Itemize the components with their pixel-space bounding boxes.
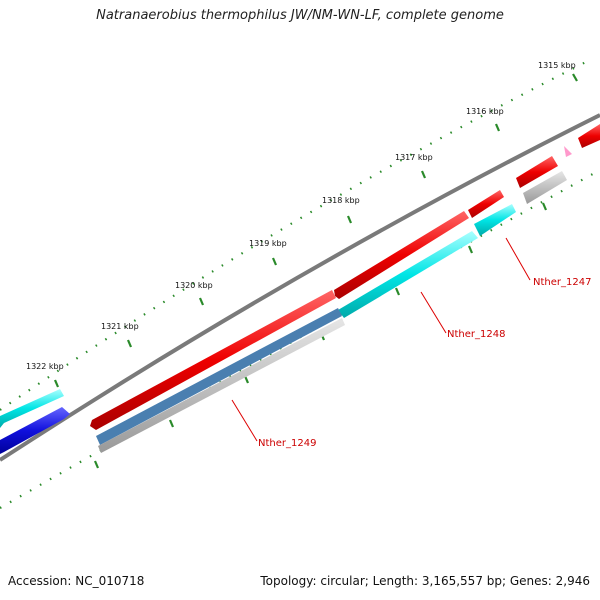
kbp-label-1322: 1322 kbp — [26, 362, 64, 371]
kbp-label-1315: 1315 kbp — [538, 61, 576, 70]
cds-feature-cyan-1248[interactable] — [338, 231, 478, 318]
label-leader-lines — [231, 237, 531, 442]
kbp-label-1317: 1317 kbp — [395, 153, 433, 162]
gene-label-nther-1249[interactable]: Nther_1249 — [258, 438, 316, 449]
kbp-label-1321: 1321 kbp — [101, 322, 139, 331]
feature-gray-1249[interactable] — [98, 318, 345, 453]
accession-label: Accession: NC_010718 — [8, 574, 145, 588]
cds-feature-blue-left[interactable] — [0, 407, 70, 454]
feature-steelblue-1249[interactable] — [96, 308, 342, 445]
cds-feature-cyan-1247[interactable] — [474, 204, 516, 236]
feature-pink-marker[interactable] — [564, 146, 572, 157]
map-title: Natranaerobius thermophilus JW/NM-WN-LF,… — [96, 8, 504, 23]
kbp-label-1318: 1318 kbp — [322, 196, 360, 205]
kbp-label-1320: 1320 kbp — [175, 281, 213, 290]
kbp-label-1319: 1319 kbp — [249, 239, 287, 248]
cds-feature-red-upper-2[interactable] — [516, 156, 558, 188]
cds-feature-red-upper-1[interactable] — [468, 190, 504, 218]
genome-backbone — [0, 113, 600, 462]
inner-tick-track — [0, 169, 600, 509]
cds-feature-cyan-left[interactable] — [0, 389, 64, 428]
outer-tick-track — [0, 59, 591, 411]
genome-summary: Topology: circular; Length: 3,165,557 bp… — [260, 574, 590, 588]
cds-feature-red-1249[interactable] — [90, 290, 336, 430]
kbp-label-1316: 1316 kbp — [466, 107, 504, 116]
feature-gray-upper[interactable] — [523, 171, 567, 204]
gene-label-nther-1248[interactable]: Nther_1248 — [447, 329, 505, 340]
cds-feature-red-upper-3[interactable] — [578, 124, 600, 148]
cds-feature-red-1248[interactable] — [334, 211, 469, 299]
gene-label-nther-1247[interactable]: Nther_1247 — [533, 277, 591, 288]
